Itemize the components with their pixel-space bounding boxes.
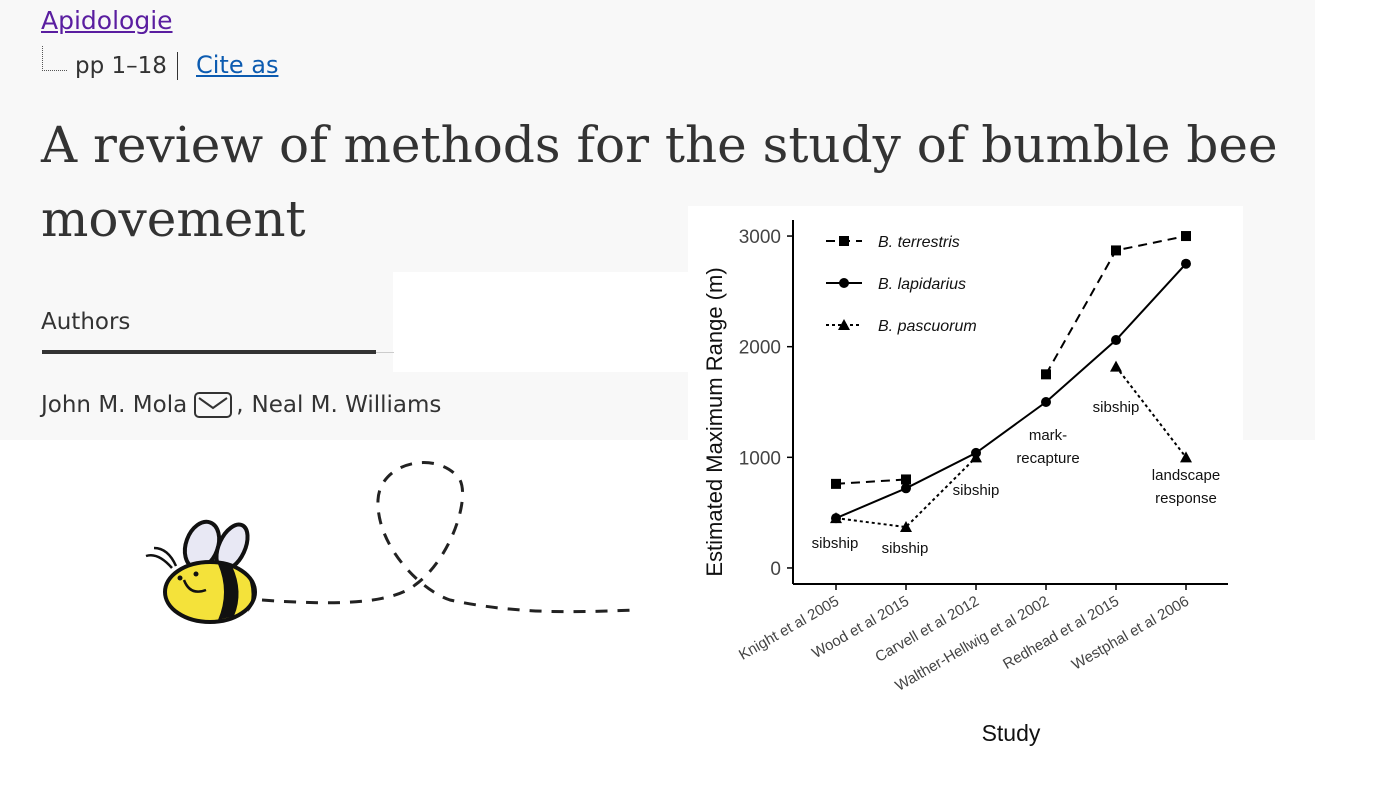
- email-icon[interactable]: [193, 390, 233, 420]
- x-axis-title: Study: [982, 720, 1041, 746]
- legend-label: B. lapidarius: [878, 276, 966, 293]
- series-line: [1115, 365, 1187, 458]
- author-separator: ,: [236, 392, 244, 418]
- marker: [830, 512, 842, 524]
- annotation: sibship: [1093, 399, 1140, 416]
- journal-link[interactable]: Apidologie: [41, 6, 173, 35]
- marker: [1180, 451, 1192, 463]
- marker: [900, 521, 912, 533]
- y-tick-label: 1000: [739, 448, 781, 469]
- series-line: [835, 478, 907, 485]
- annotation: sibship: [953, 482, 1000, 499]
- annotation: sibship: [882, 540, 929, 557]
- tab-underline: [42, 350, 376, 354]
- connector: [42, 46, 67, 71]
- authors: John M. Mola , Neal M. Williams: [41, 390, 441, 420]
- marker: [838, 319, 850, 330]
- series-line: [835, 263, 1187, 520]
- marker: [1181, 258, 1191, 269]
- y-axis-title: Estimated Maximum Range (m): [702, 267, 727, 576]
- annotation: sibship: [812, 535, 859, 552]
- marker: [1041, 397, 1051, 407]
- annotation: mark-recapture: [1016, 427, 1079, 467]
- tab-rule: [376, 352, 394, 353]
- marker: [1181, 231, 1191, 242]
- legend-label: B. pascuorum: [878, 318, 977, 335]
- marker: [901, 483, 911, 494]
- authors-heading: Authors: [41, 309, 131, 335]
- author[interactable]: Neal M. Williams: [251, 392, 442, 418]
- x-tick-label: Redhead et al 2015: [1000, 593, 1122, 673]
- annotation: landscape response: [1152, 467, 1220, 507]
- cite-link[interactable]: Cite as: [196, 51, 279, 79]
- panel-gap: [393, 272, 688, 372]
- pages: pp 1–18: [75, 52, 178, 80]
- marker: [1110, 360, 1122, 372]
- bee-illustration: [145, 461, 636, 624]
- legend-label: B. terrestris: [878, 234, 960, 251]
- marker: [970, 451, 982, 463]
- y-tick-label: 2000: [739, 338, 781, 359]
- marker: [839, 236, 849, 246]
- marker: [839, 278, 849, 288]
- marker: [1111, 335, 1121, 346]
- x-tick-label: Westphal et al 2006: [1069, 593, 1192, 674]
- marker: [831, 478, 841, 489]
- y-tick-label: 3000: [739, 227, 781, 248]
- author[interactable]: John M. Mola: [41, 392, 188, 418]
- chart-panel: [688, 206, 1243, 800]
- y-tick-label: 0: [770, 559, 781, 580]
- marker: [1111, 245, 1121, 256]
- marker: [1041, 369, 1051, 380]
- series-line: [1045, 235, 1187, 375]
- article-title: A review of methods for the study of bum…: [41, 116, 1278, 248]
- marker: [901, 474, 911, 485]
